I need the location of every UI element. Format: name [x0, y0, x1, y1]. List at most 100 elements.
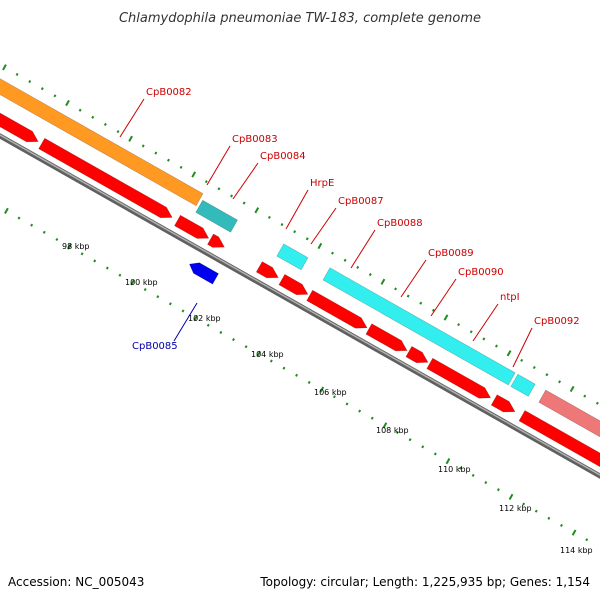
outer-tick: [204, 180, 208, 184]
outer-tick: [506, 350, 512, 357]
red-gene-4: [207, 233, 225, 248]
gene-label-cpb0087: CpB0087: [338, 196, 384, 207]
inner-tick: [471, 473, 475, 477]
inner-tick: [80, 252, 84, 256]
red-gene-5: [255, 261, 279, 279]
inner-tick: [4, 207, 9, 214]
inner-tick: [571, 529, 577, 536]
outer-tick: [343, 258, 347, 262]
red-gene-10: [426, 357, 492, 399]
outer-tick: [394, 287, 398, 291]
outer-tick: [380, 278, 386, 285]
gene-label-leader: [310, 207, 337, 245]
outer-tick: [103, 122, 107, 126]
red-gene-2: [38, 137, 173, 219]
gene-label-cpb0085: CpB0085: [132, 341, 178, 352]
outer-tick: [141, 144, 145, 148]
inner-tick: [256, 350, 262, 357]
kbp-label: 112 kbp: [499, 504, 532, 513]
gene-label-cpb0089: CpB0089: [428, 248, 474, 259]
accession-text: Accession: NC_005043: [8, 575, 144, 589]
outer-tick: [419, 301, 423, 305]
outer-tick: [317, 242, 323, 250]
red-gene-11: [490, 394, 516, 413]
kbp-label: 114 kbp: [560, 546, 593, 555]
outer-tick: [532, 365, 536, 370]
outer-tick: [191, 171, 197, 178]
pink-gene-bar: [538, 389, 600, 438]
gene-features: [0, 78, 600, 468]
gene-label-cpb0084: CpB0084: [260, 151, 306, 162]
gene-label-hrpe: HrpE: [310, 178, 334, 189]
inner-tick: [307, 380, 311, 384]
outer-tick: [520, 358, 524, 362]
outer-tick: [154, 151, 158, 155]
genome-backbone: [0, 133, 600, 479]
gene-label-cpb0083: CpB0083: [232, 134, 278, 145]
gene-label-leader: [119, 98, 145, 138]
red-gene-7: [306, 289, 368, 329]
red-gene-1: [0, 112, 39, 143]
outer-tick: [331, 251, 334, 255]
inner-tick: [67, 243, 72, 250]
gene-label-cpb0088: CpB0088: [377, 218, 423, 229]
inner-tick: [93, 259, 97, 263]
kbp-label: 98 kbp: [62, 242, 90, 251]
inner-tick: [42, 230, 46, 234]
inner-tick: [156, 295, 160, 299]
inner-tick: [319, 386, 325, 393]
inner-tick: [130, 279, 135, 286]
backbone-line: [0, 133, 600, 479]
inner-tick: [560, 523, 563, 527]
inner-tick: [370, 416, 374, 420]
outer-tick: [406, 294, 410, 298]
inner-tick: [295, 373, 299, 377]
red-gene-6: [278, 273, 309, 296]
inner-tick: [421, 445, 425, 449]
inner-tick: [522, 502, 526, 506]
inner-tick: [345, 402, 349, 406]
inner-tick: [168, 302, 172, 306]
outer-tick: [558, 380, 562, 384]
red-gene-12: [518, 410, 600, 468]
inner-tick: [396, 430, 399, 435]
gene-label-ntpi: ntpI: [500, 292, 520, 303]
outer-tick: [78, 108, 82, 112]
gene-label-leader: [232, 162, 259, 200]
inner-tick: [232, 338, 235, 342]
cyan-gene-short: [510, 373, 536, 397]
inner-tick: [508, 493, 514, 500]
outer-tick: [254, 207, 260, 214]
inner-tick: [30, 223, 34, 227]
outer-tick: [368, 273, 372, 277]
gene-label-leader: [206, 145, 231, 186]
inner-tick: [282, 366, 286, 370]
inner-tick: [459, 466, 463, 470]
gene-label-cpb0092: CpB0092: [534, 316, 580, 327]
outer-tick: [293, 230, 297, 234]
outer-tick: [280, 223, 284, 227]
outer-tick: [356, 265, 360, 269]
kbp-label: 106 kbp: [314, 388, 347, 397]
red-gene-9: [405, 345, 429, 364]
inner-tick: [408, 438, 412, 442]
gene-label-leader: [173, 302, 198, 342]
blue-gene-cpb0085: [189, 262, 219, 285]
inner-tick: [484, 481, 488, 485]
outer-tick: [469, 330, 473, 334]
inner-tick: [17, 216, 21, 220]
outer-tick: [595, 401, 599, 405]
outer-tick: [457, 323, 461, 327]
gene-label-cpb0082: CpB0082: [146, 87, 192, 98]
outer-tick: [65, 99, 70, 107]
outer-tick: [443, 314, 449, 321]
map-title: Chlamydophila pneumoniae TW-183, complet…: [119, 11, 481, 26]
outer-tick: [128, 135, 133, 142]
inner-tick: [105, 266, 109, 270]
inner-tick: [244, 345, 248, 349]
outer-tick: [431, 308, 435, 312]
gene-labels: CpB0082 CpB0083 CpB0084 HrpE CpB0087 CpB0088 C…: [119, 87, 580, 368]
kbp-label: 110 kbp: [438, 465, 471, 474]
outer-tick: [230, 194, 234, 198]
